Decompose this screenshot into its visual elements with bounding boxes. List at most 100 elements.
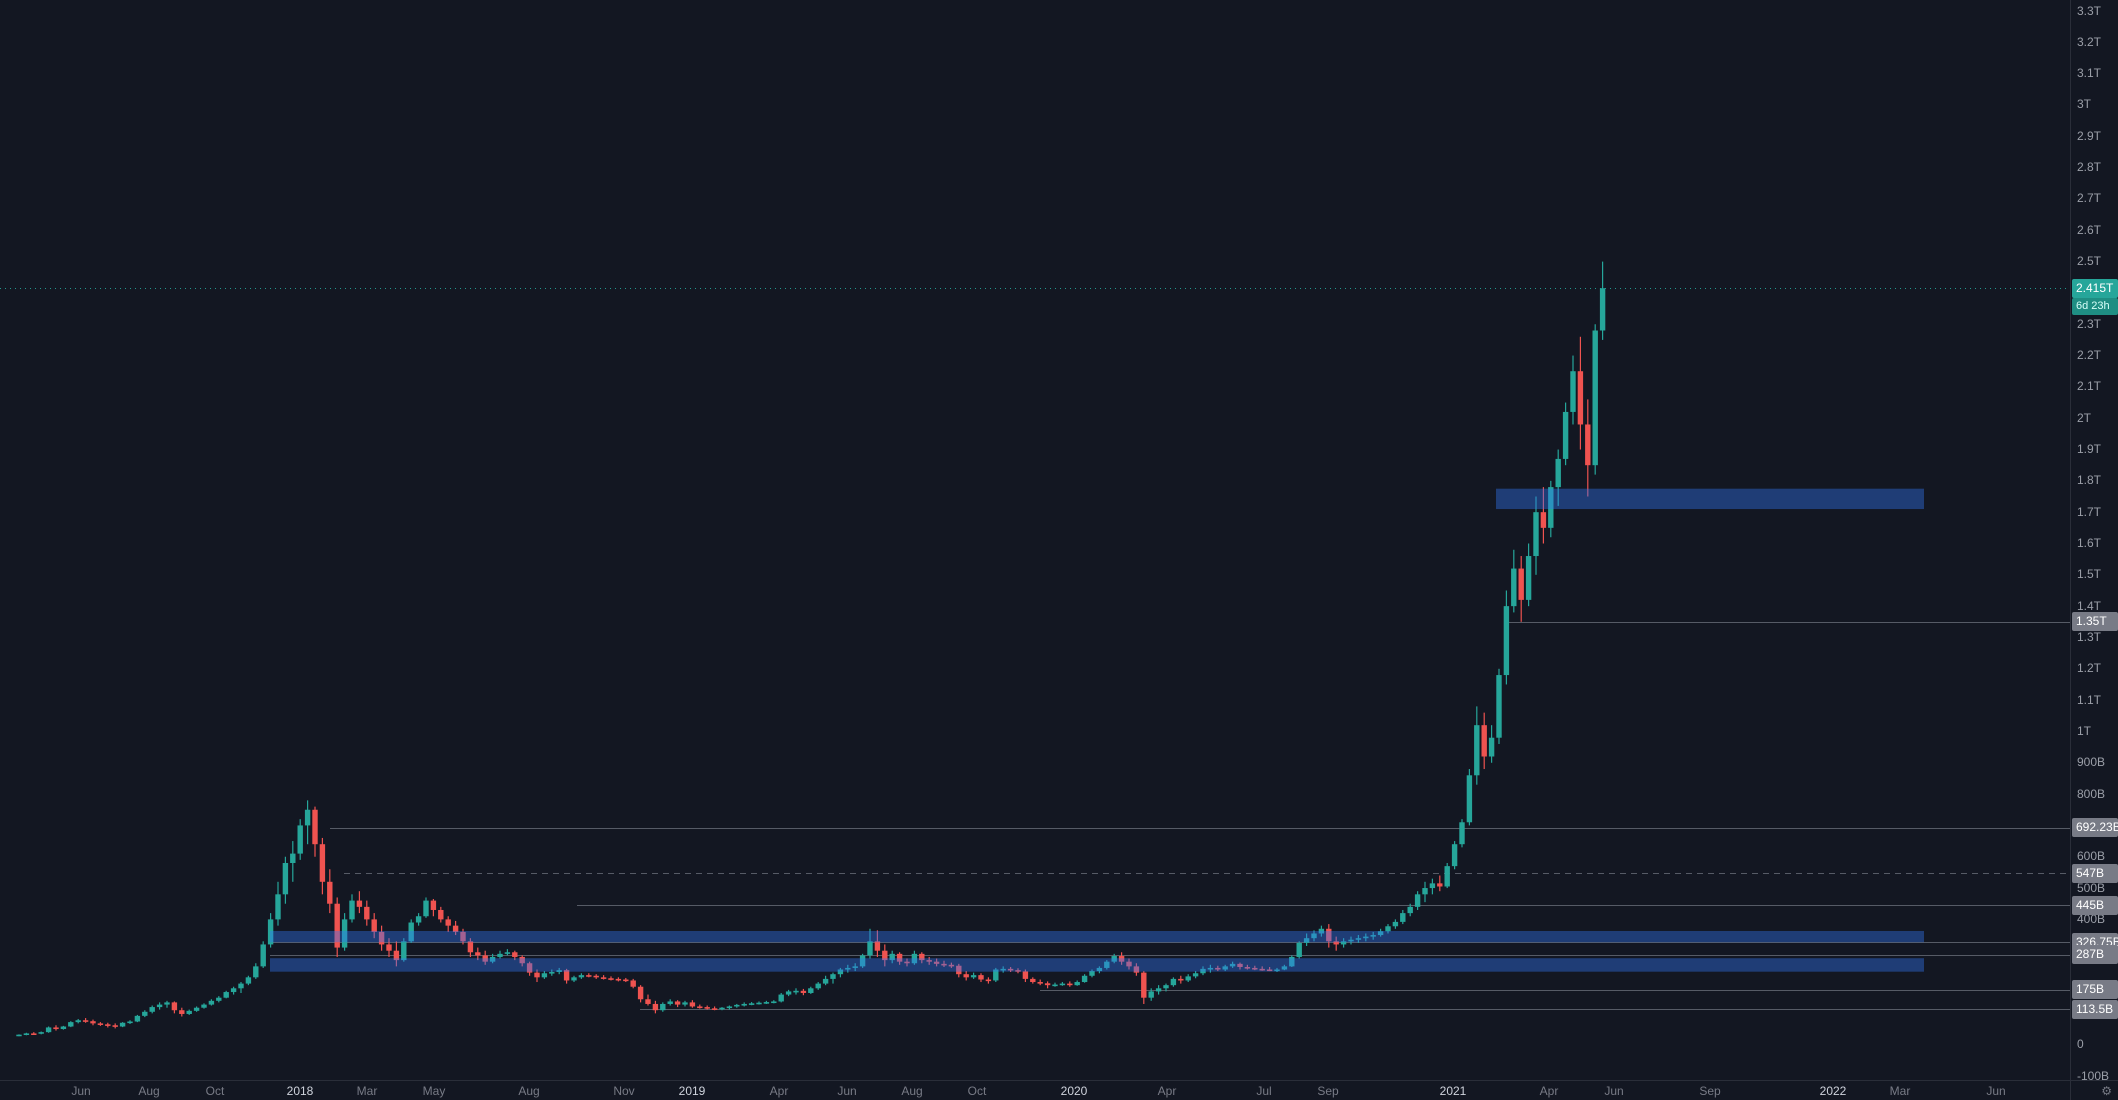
y-tick-label: 600B (2077, 849, 2106, 864)
candle (1281, 964, 1288, 971)
zones-layer (270, 488, 1924, 972)
candle (963, 971, 969, 981)
candle (68, 1021, 74, 1028)
price-line-label: 175B (2072, 980, 2118, 1000)
candle (23, 1032, 30, 1036)
candle (1392, 919, 1399, 929)
candle (993, 967, 999, 983)
candle (1289, 955, 1295, 967)
candle (245, 975, 252, 986)
x-tick-label: Oct (967, 1084, 987, 1098)
time-axis[interactable]: Jun Aug Oct 2018 Mar May Aug Nov 2019 Apr Jun Aug Oc… (0, 1080, 2070, 1100)
candle (534, 969, 540, 983)
x-tick-label: Nov (613, 1084, 635, 1098)
x-tick-label: Sep (1699, 1084, 1721, 1098)
candle (171, 1001, 178, 1014)
y-tick-label: 2.5T (2077, 254, 2102, 269)
candle (1370, 931, 1376, 940)
candle (475, 947, 481, 961)
mid-resistance-zone[interactable] (270, 930, 1924, 943)
candle (904, 958, 910, 967)
candle (1104, 960, 1110, 970)
candle (933, 958, 940, 967)
candle (697, 1004, 703, 1009)
candle (630, 978, 636, 989)
candle (275, 881, 281, 926)
candle (1437, 875, 1443, 892)
candle (800, 988, 807, 996)
x-tick-label: Jun (837, 1084, 857, 1098)
y-tick-label: 500B (2077, 880, 2106, 895)
candle (497, 950, 503, 959)
candle (1052, 982, 1058, 987)
candlestick-chart[interactable] (0, 0, 2070, 1080)
candle (90, 1019, 96, 1026)
candle (75, 1018, 81, 1024)
candle (867, 928, 873, 959)
candle (1451, 841, 1458, 870)
candle (393, 941, 400, 967)
candle (31, 1032, 37, 1035)
candle (164, 1000, 170, 1008)
candle (556, 967, 562, 975)
y-tick-label: 3.1T (2077, 66, 2102, 81)
y-tick-label: 2.9T (2077, 128, 2102, 143)
candle (1259, 966, 1265, 971)
candle (1585, 399, 1591, 497)
candle (290, 841, 296, 882)
candle (334, 897, 340, 957)
x-tick-label: Aug (901, 1084, 923, 1098)
x-tick-label: 2021 (1439, 1084, 1467, 1098)
candle (238, 982, 244, 993)
y-tick-label: 1.9T (2077, 442, 2102, 457)
y-tick-label: 2.6T (2077, 222, 2102, 237)
candle (216, 996, 222, 1003)
y-tick-label: 1.1T (2077, 692, 2102, 707)
candle (956, 963, 962, 978)
candle (815, 982, 821, 990)
price-line-label: 287B (2072, 945, 2118, 965)
candle (874, 930, 881, 957)
y-tick-label: 0 (2077, 1037, 2084, 1052)
y-tick-label: 800B (2077, 786, 2106, 801)
candle (948, 962, 955, 968)
candle (1229, 961, 1236, 968)
lower-support-zone[interactable] (270, 958, 1924, 972)
candle (179, 1007, 185, 1017)
candle (689, 1000, 696, 1008)
candle (1266, 966, 1273, 972)
rays-layer (270, 622, 2070, 1010)
chart-pane[interactable] (0, 0, 2070, 1080)
candle (637, 985, 644, 1003)
y-tick-label: 2.7T (2077, 191, 2102, 206)
candle (371, 913, 377, 939)
candle (512, 950, 518, 961)
candle (719, 1007, 725, 1011)
upper-supply-zone[interactable] (1496, 488, 1924, 510)
candle (741, 1002, 747, 1007)
candle (793, 988, 799, 995)
y-tick-label: 2.2T (2077, 348, 2102, 363)
candle (97, 1022, 104, 1026)
candle (1170, 977, 1177, 987)
price-axis[interactable]: 3.3T 3.2T 3.1T 3T 2.9T 2.8T 2.7T 2.6T 2.5T 2.3T 2.… (2070, 0, 2118, 1083)
candle (105, 1022, 111, 1028)
candle (1118, 952, 1125, 965)
candle (563, 968, 570, 984)
y-tick-label: 2.1T (2077, 379, 2102, 394)
candle (586, 973, 592, 978)
candle (778, 992, 784, 1003)
candle (45, 1026, 52, 1033)
candle (341, 913, 348, 951)
candle (1059, 982, 1066, 986)
candle (327, 869, 333, 914)
candle (230, 986, 237, 995)
candle (911, 950, 918, 965)
y-tick-label: 3.3T (2077, 3, 2102, 18)
candle (364, 900, 370, 926)
candle (482, 950, 488, 965)
candle (1148, 988, 1154, 1001)
axis-settings-gear-icon[interactable]: ⚙ (2101, 1083, 2112, 1098)
price-line-label: 1.35T (2072, 612, 2118, 632)
x-tick-label: Aug (138, 1084, 160, 1098)
